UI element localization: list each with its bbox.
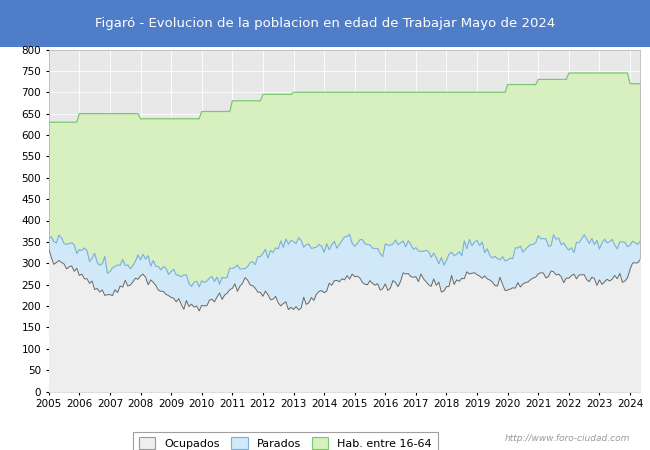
Legend: Ocupados, Parados, Hab. entre 16-64: Ocupados, Parados, Hab. entre 16-64 [133,432,437,450]
Text: Figaró - Evolucion de la poblacion en edad de Trabajar Mayo de 2024: Figaró - Evolucion de la poblacion en ed… [95,17,555,30]
Text: http://www.foro-ciudad.com: http://www.foro-ciudad.com [505,434,630,443]
